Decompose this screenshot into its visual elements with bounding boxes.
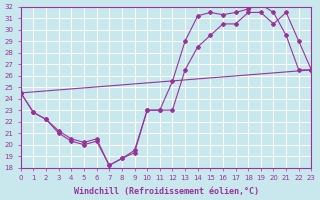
X-axis label: Windchill (Refroidissement éolien,°C): Windchill (Refroidissement éolien,°C)	[74, 187, 259, 196]
